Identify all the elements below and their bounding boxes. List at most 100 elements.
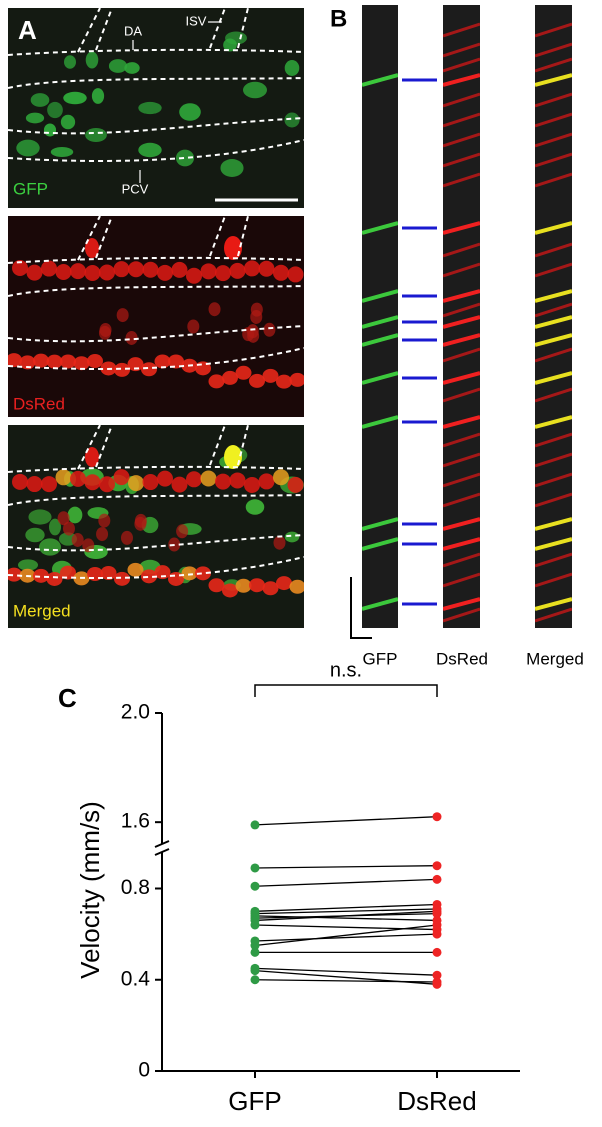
cell [138, 142, 162, 158]
streak [443, 262, 480, 278]
streak [443, 152, 480, 168]
cell [141, 569, 157, 584]
vessel-outline [209, 216, 226, 257]
cell [175, 149, 195, 167]
cell [215, 473, 231, 490]
streak [362, 415, 398, 429]
cell [225, 31, 247, 45]
cell [208, 374, 225, 389]
cell [82, 538, 95, 553]
vessel-outline [8, 534, 304, 552]
pair-line [254, 910, 438, 922]
streak [443, 289, 480, 303]
cell [134, 513, 147, 528]
cell [63, 55, 77, 69]
cell [273, 469, 289, 486]
streak [443, 92, 480, 108]
kymograph [443, 5, 480, 628]
cell [229, 472, 246, 489]
cell [181, 566, 198, 581]
dot [432, 920, 442, 930]
streak [535, 302, 572, 318]
cell [60, 354, 76, 369]
channel-label: DsRed [13, 394, 65, 413]
streak [443, 517, 480, 531]
cell [127, 357, 144, 372]
cell [229, 262, 246, 279]
pair-line [254, 878, 438, 887]
annotation: n.s. [330, 659, 362, 681]
cell [46, 571, 63, 586]
cell [289, 372, 304, 387]
streak [535, 607, 572, 623]
cell [96, 527, 109, 542]
streak [362, 289, 398, 303]
streak [535, 315, 572, 329]
streak [443, 572, 480, 588]
cell [84, 265, 101, 282]
cell [284, 112, 300, 128]
cell [200, 470, 217, 487]
cell [262, 581, 279, 596]
cell [26, 476, 43, 493]
y-axis-label: Velocity (mm/s) [75, 801, 105, 979]
cell [224, 445, 242, 469]
cell [235, 578, 252, 593]
dot [250, 947, 260, 957]
dot [250, 920, 260, 930]
cell [25, 527, 45, 543]
cell [100, 566, 117, 581]
cell [43, 123, 57, 137]
cell [99, 264, 115, 281]
panel-label: B [330, 5, 347, 32]
channel-label: Merged [13, 601, 71, 620]
cell [168, 354, 184, 369]
vessel-outline [237, 425, 249, 466]
streak [443, 22, 480, 38]
streak [535, 92, 572, 108]
streak [443, 73, 480, 87]
streak [443, 432, 480, 448]
cell [244, 476, 260, 493]
streak [535, 57, 572, 73]
cell [224, 236, 242, 260]
cell [46, 354, 63, 369]
streak [535, 221, 572, 235]
cell [273, 264, 289, 281]
vessel-outline [8, 77, 304, 89]
cell [26, 264, 43, 281]
vessel-outline [8, 285, 304, 297]
streak [443, 347, 480, 363]
cell [258, 260, 275, 277]
cell [176, 524, 189, 539]
micrograph [8, 8, 304, 208]
dot [432, 906, 442, 916]
dot [250, 966, 260, 976]
column-label: Merged [526, 649, 584, 668]
streak [443, 387, 480, 403]
cell [33, 568, 49, 583]
dot [432, 977, 442, 987]
cell [124, 62, 140, 74]
cell [114, 571, 130, 586]
cell [276, 374, 292, 389]
streak [443, 315, 480, 329]
y-tick-label: 2.0 [121, 701, 150, 724]
streak [443, 472, 480, 488]
dot [432, 874, 442, 884]
dot [250, 975, 260, 985]
cell [19, 355, 36, 370]
streak [535, 289, 572, 303]
cell [67, 506, 83, 524]
cell [16, 139, 40, 157]
cell [85, 51, 99, 69]
cell [128, 475, 144, 492]
cell [249, 373, 265, 388]
cell [245, 499, 265, 515]
streak [362, 517, 398, 531]
streak [535, 572, 572, 588]
streak [535, 152, 572, 168]
cell [276, 576, 292, 591]
streak [535, 537, 572, 551]
dot [432, 861, 442, 871]
